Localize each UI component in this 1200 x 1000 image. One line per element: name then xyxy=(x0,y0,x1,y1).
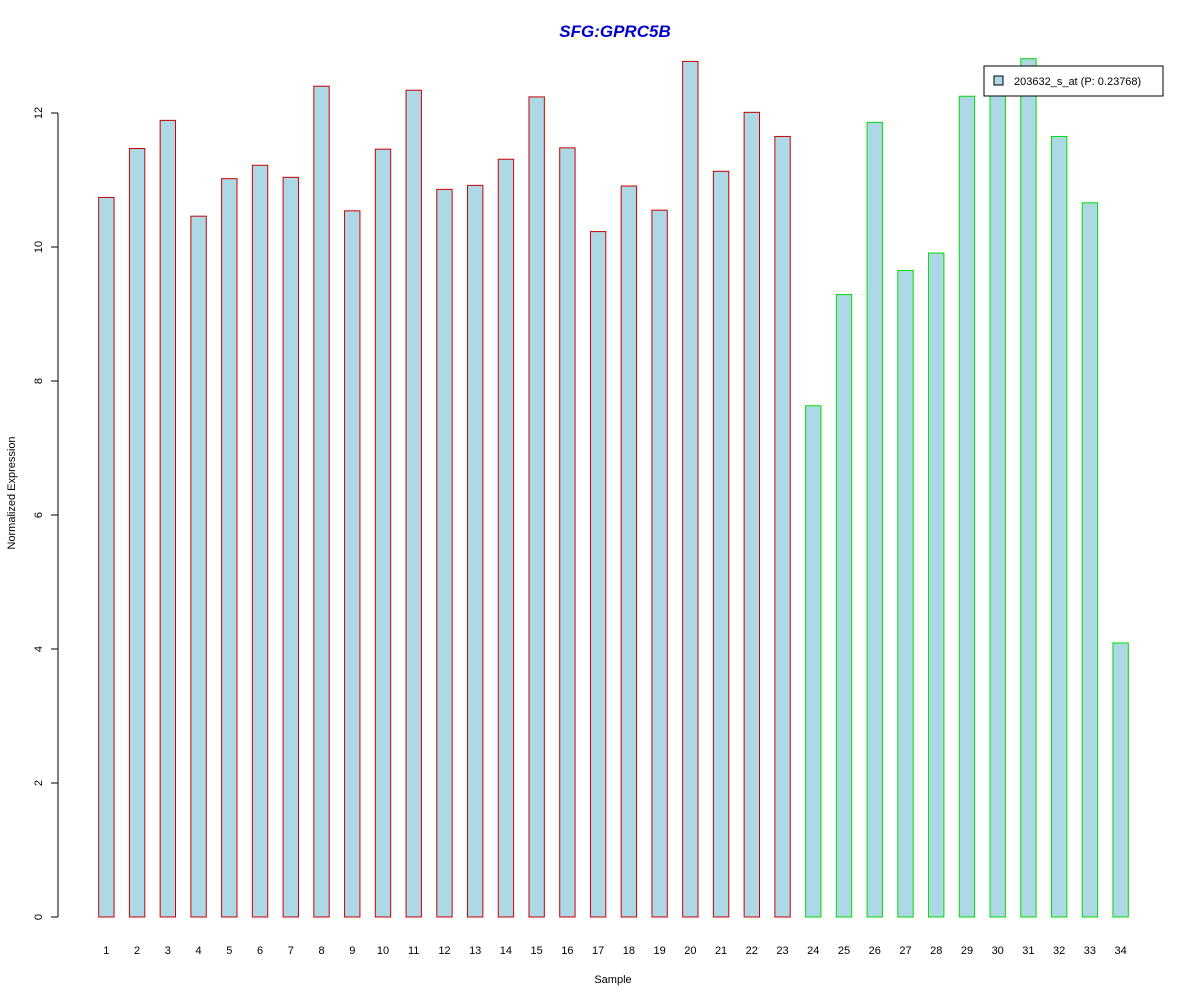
x-tick-label: 1 xyxy=(103,945,109,957)
x-tick-label: 17 xyxy=(592,945,604,957)
x-tick-label: 13 xyxy=(469,945,481,957)
bar xyxy=(651,209,668,918)
x-tick-label: 9 xyxy=(349,945,355,957)
bar xyxy=(251,164,269,918)
x-tick-label: 12 xyxy=(438,945,450,957)
x-tick-label: 23 xyxy=(776,945,788,957)
legend: 203632_s_at (P: 0.23768) xyxy=(983,65,1164,97)
bar xyxy=(98,196,115,918)
x-tick-label: 19 xyxy=(653,945,665,957)
x-tick-label: 11 xyxy=(408,945,419,957)
bars xyxy=(98,58,1129,918)
bar xyxy=(866,121,883,918)
bar xyxy=(221,178,238,918)
y-tick-label: 0 xyxy=(33,914,45,920)
x-tick-label: 26 xyxy=(869,945,881,957)
bar xyxy=(1112,642,1129,918)
x-tick-label: 22 xyxy=(746,945,758,957)
bar xyxy=(897,269,914,918)
x-tick-label: 14 xyxy=(500,945,512,957)
x-tick-label: 3 xyxy=(165,945,171,957)
x-tick-labels: 1 2 3 4 5 6 7 8 9 10 11 12 13 14 15 16 17 18 19 20 21 22 23 24 2… xyxy=(103,945,1126,957)
y-tick-label: 10 xyxy=(33,241,45,253)
bar xyxy=(620,185,638,918)
bar xyxy=(436,188,453,918)
bar xyxy=(958,95,976,918)
x-tick-label: 8 xyxy=(318,945,324,957)
bar xyxy=(128,148,146,918)
bar xyxy=(559,147,576,918)
y-tick-label: 6 xyxy=(33,512,45,518)
x-tick-label: 21 xyxy=(715,945,727,957)
bar xyxy=(928,252,945,918)
bar xyxy=(1050,135,1068,918)
bar xyxy=(682,60,699,918)
chart-title: SFG:GPRC5B xyxy=(559,22,670,41)
x-tick-label: 34 xyxy=(1115,945,1127,957)
x-tick-label: 18 xyxy=(623,945,635,957)
x-tick-label: 31 xyxy=(1022,945,1034,957)
legend-swatch xyxy=(993,75,1004,86)
bar xyxy=(1081,202,1099,918)
x-tick-label: 20 xyxy=(684,945,696,957)
y-tick-label: 8 xyxy=(33,378,45,384)
bar xyxy=(374,148,392,918)
bar xyxy=(835,294,853,918)
bar xyxy=(989,92,1006,918)
legend-box xyxy=(983,65,1164,97)
bar xyxy=(313,85,330,918)
bar xyxy=(712,170,730,918)
x-tick-label: 10 xyxy=(377,945,389,957)
bar xyxy=(774,135,791,918)
x-tick-label: 2 xyxy=(134,945,140,957)
bar xyxy=(528,96,545,918)
y-tick-label: 12 xyxy=(33,107,45,119)
bar xyxy=(589,231,607,918)
y-tick-label: 4 xyxy=(33,646,45,652)
bar xyxy=(1020,58,1037,918)
bar xyxy=(805,405,822,918)
y-axis-label: Normalized Expression xyxy=(6,436,18,549)
bar xyxy=(497,158,515,918)
x-tick-label: 30 xyxy=(992,945,1004,957)
x-tick-label: 27 xyxy=(899,945,911,957)
x-tick-label: 16 xyxy=(561,945,573,957)
bar xyxy=(405,89,422,918)
x-tick-label: 32 xyxy=(1053,945,1065,957)
y-axis: 0 2 4 6 8 10 12 xyxy=(33,107,59,920)
y-tick-label: 2 xyxy=(33,780,45,786)
x-tick-label: 28 xyxy=(930,945,942,957)
bar xyxy=(344,210,361,918)
x-tick-label: 29 xyxy=(961,945,973,957)
legend-label: 203632_s_at (P: 0.23768) xyxy=(1014,76,1141,88)
bar xyxy=(467,184,484,918)
x-axis-label: Sample xyxy=(594,974,631,986)
x-tick-label: 5 xyxy=(226,945,232,957)
x-tick-label: 33 xyxy=(1084,945,1096,957)
x-tick-label: 24 xyxy=(807,945,819,957)
x-tick-label: 6 xyxy=(257,945,263,957)
x-tick-label: 7 xyxy=(288,945,294,957)
bar xyxy=(282,176,299,918)
x-tick-label: 4 xyxy=(196,945,202,957)
bar xyxy=(743,111,761,918)
bar xyxy=(159,119,177,918)
bar xyxy=(190,215,207,918)
x-tick-label: 15 xyxy=(531,945,543,957)
x-tick-label: 25 xyxy=(838,945,850,957)
